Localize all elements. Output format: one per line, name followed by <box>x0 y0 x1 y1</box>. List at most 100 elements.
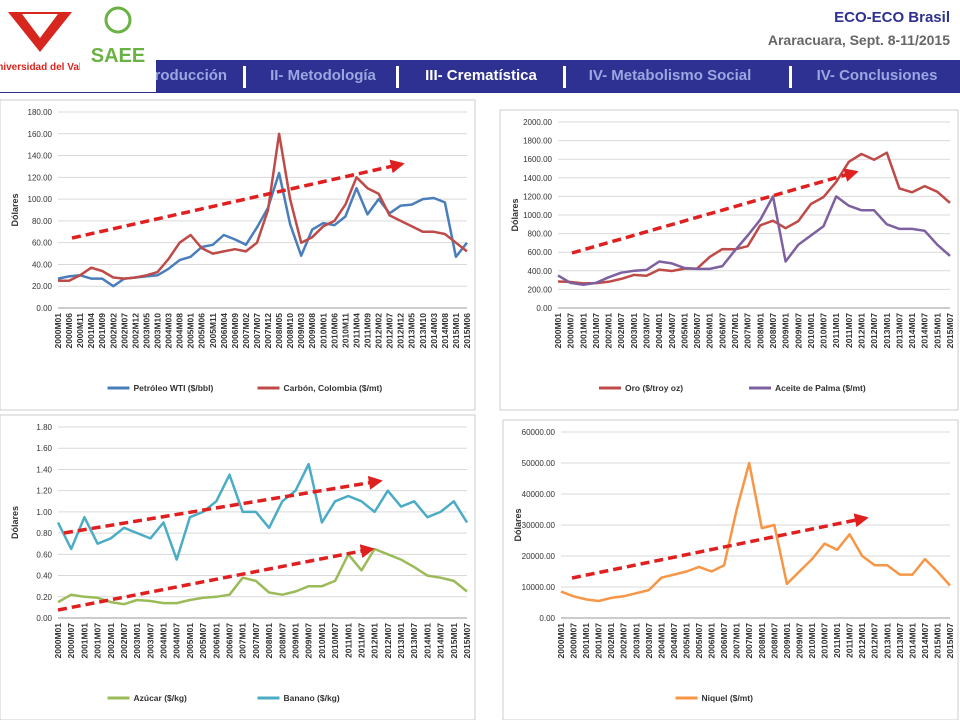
x-tick-label: 2005M01 <box>681 623 691 659</box>
x-tick-label: 2014M01 <box>422 623 432 659</box>
x-tick-label: 2010M07 <box>820 623 830 659</box>
y-tick-label: 0.00 <box>536 304 552 313</box>
x-tick-label: 2006M07 <box>717 313 727 349</box>
y-tick-label: 1.00 <box>36 508 52 517</box>
x-tick-label: 2003M07 <box>145 623 155 659</box>
y-tick-label: 0.40 <box>36 572 52 581</box>
x-tick-label: 2010M01 <box>317 623 327 659</box>
x-tick-label: 2002M01 <box>606 623 616 659</box>
x-tick-label: 2011M07 <box>845 623 855 658</box>
x-tick-label: 2015M06 <box>462 313 472 349</box>
x-tick-label: 2008M01 <box>264 623 274 659</box>
separator <box>789 66 792 88</box>
x-tick-label: 2000M06 <box>64 313 74 349</box>
y-tick-label: 1200.00 <box>523 192 552 201</box>
y-tick-label: 200.00 <box>528 285 553 294</box>
y-tick-label: 140.00 <box>28 152 53 161</box>
x-tick-label: 2014M01 <box>907 313 917 349</box>
x-tick-label: 2002M12 <box>130 313 140 349</box>
x-tick-label: 2003M01 <box>629 313 639 349</box>
nav-item[interactable]: III- Crematística <box>425 67 537 84</box>
x-tick-label: 2000M07 <box>569 623 579 659</box>
x-tick-label: 2001M07 <box>594 623 604 659</box>
x-tick-label: 2000M01 <box>556 623 566 659</box>
x-tick-label: 2015M01 <box>932 623 942 659</box>
y-tick-label: 1.80 <box>36 423 52 432</box>
y-tick-label: 0.00 <box>36 304 52 313</box>
separator <box>563 66 566 88</box>
legend-label: Banano ($/kg) <box>284 693 340 703</box>
x-tick-label: 2012M07 <box>870 623 880 659</box>
charts: 0.00 20.00 40.00 60.00 80.00 100.00 120.00 140.… <box>10 108 955 703</box>
y-tick-label: 1800.00 <box>523 137 552 146</box>
y-tick-label: 180.00 <box>28 108 53 117</box>
x-tick-label: 2005M11 <box>208 313 218 348</box>
x-tick-label: 2011M07 <box>356 623 366 658</box>
y-tick-label: 160.00 <box>28 130 53 139</box>
y-tick-label: 0.60 <box>36 550 52 559</box>
y-tick-label: 0.00 <box>36 614 52 623</box>
x-tick-label: 2005M01 <box>185 623 195 659</box>
x-tick-label: 2007M01 <box>732 623 742 659</box>
series-line <box>57 547 468 606</box>
y-tick-label: 600.00 <box>528 248 553 257</box>
y-tick-label: 0.80 <box>36 529 52 538</box>
legend-label: Niquel ($/mt) <box>702 693 754 703</box>
y-axis-label: Dólares <box>10 506 20 539</box>
x-tick-label: 2009M01 <box>782 623 792 659</box>
x-tick-label: 2006M07 <box>719 623 729 659</box>
x-tick-label: 2007M07 <box>743 313 753 349</box>
x-tick-label: 2002M01 <box>106 623 116 659</box>
legend-label: Aceite de Palma ($/mt) <box>775 383 866 393</box>
x-tick-label: 2006M01 <box>211 623 221 659</box>
x-tick-label: 2010M06 <box>329 313 339 349</box>
x-tick-label: 2003M05 <box>141 313 151 349</box>
y-tick-label: 60.00 <box>32 239 53 248</box>
x-tick-label: 2002M02 <box>108 313 118 349</box>
x-tick-label: 2010M11 <box>340 313 350 348</box>
x-tick-label: 2010M01 <box>318 313 328 349</box>
series-line <box>58 132 468 283</box>
y-tick-label: 20.00 <box>32 282 53 291</box>
x-tick-label: 2002M07 <box>119 623 129 659</box>
x-tick-label: 2014M01 <box>907 623 917 659</box>
y-axis-label: Dólares <box>513 508 523 541</box>
x-tick-label: 2004M08 <box>175 313 185 349</box>
x-tick-label: 2014M07 <box>920 313 930 349</box>
x-tick-label: 2011M01 <box>343 623 353 658</box>
y-tick-label: 120.00 <box>28 173 53 182</box>
x-tick-label: 2001M09 <box>97 313 107 349</box>
y-tick-label: 80.00 <box>32 217 53 226</box>
legend-label: Azúcar ($/kg) <box>134 693 188 703</box>
y-tick-label: 800.00 <box>528 230 553 239</box>
x-tick-label: 2000M01 <box>53 623 63 659</box>
trend-arrow <box>71 159 405 240</box>
nav-item[interactable]: II- Metodología <box>270 67 376 84</box>
y-tick-label: 0.20 <box>36 593 52 602</box>
x-tick-label: 2007M01 <box>238 623 248 659</box>
chart-frame <box>502 419 959 721</box>
x-tick-label: 2001M01 <box>581 623 591 659</box>
series-line <box>56 462 469 561</box>
x-tick-label: 2000M01 <box>553 313 563 349</box>
x-tick-label: 2007M01 <box>730 313 740 349</box>
x-tick-label: 2012M01 <box>857 623 867 659</box>
nav-item[interactable]: IV- Metabolismo Social <box>589 67 752 84</box>
x-tick-label: 2011M01 <box>831 313 841 348</box>
x-tick-label: 2012M01 <box>370 623 380 659</box>
x-tick-label: 2015M01 <box>932 313 942 349</box>
x-tick-label: 2009M01 <box>781 313 791 349</box>
logo-shape <box>104 6 132 34</box>
nav-item[interactable]: IV- Conclusiones <box>817 67 938 84</box>
x-tick-label: 2008M07 <box>277 623 287 659</box>
x-tick-label: 2000M07 <box>66 623 76 659</box>
x-tick-label: 2009M01 <box>290 623 300 659</box>
separator <box>396 66 399 88</box>
series-line <box>560 461 951 603</box>
x-tick-label: 2010M07 <box>330 623 340 659</box>
x-tick-label: 2008M01 <box>755 313 765 349</box>
x-tick-label: 2003M01 <box>631 623 641 659</box>
y-tick-label: 1400.00 <box>523 174 552 183</box>
y-axis-label: Dólares <box>510 198 520 231</box>
x-tick-label: 2013M07 <box>894 313 904 349</box>
